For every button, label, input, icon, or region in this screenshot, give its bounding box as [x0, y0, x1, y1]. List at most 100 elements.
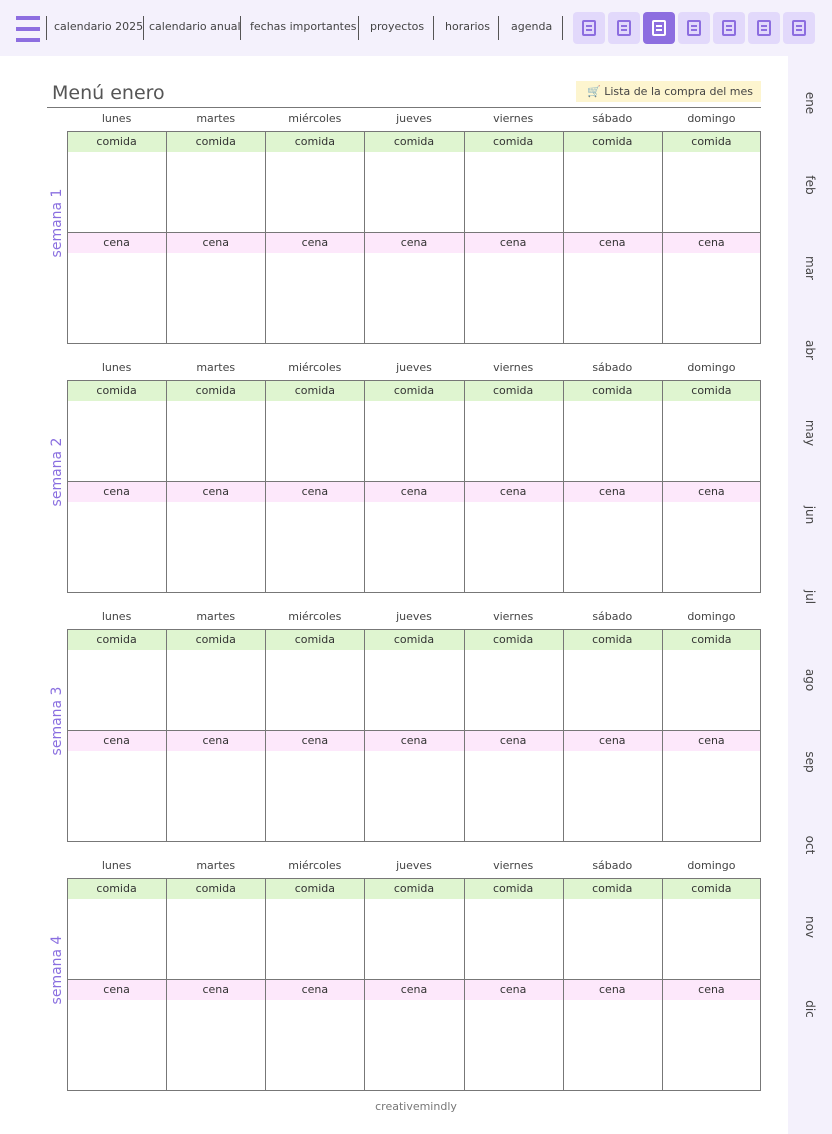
footer: creativemindly — [375, 1100, 457, 1113]
meal-label: cena — [103, 485, 130, 498]
month-sidebar — [788, 56, 832, 1134]
column-divider — [364, 629, 366, 842]
day-label: martes — [196, 610, 236, 623]
nav-link[interactable]: agenda — [511, 20, 553, 33]
meal-label: cena — [103, 983, 130, 996]
nav-link[interactable]: horarios — [445, 20, 491, 33]
meal-label: cena — [202, 983, 229, 996]
button-label: Lista de la compra del mes — [604, 85, 753, 98]
meal-label: comida — [195, 384, 236, 397]
icon-button[interactable] — [608, 12, 640, 44]
meal-label: comida — [492, 135, 534, 148]
meal-grid — [67, 131, 761, 344]
icon — [792, 20, 806, 36]
month-tab[interactable]: ago — [803, 668, 817, 691]
column-divider — [364, 878, 366, 1091]
month-tab[interactable]: oct — [803, 835, 817, 854]
meal-label: cena — [698, 485, 725, 498]
month-tab[interactable]: mar — [803, 255, 817, 280]
column-divider — [463, 380, 465, 593]
icon — [582, 20, 596, 36]
day-label: lunes — [101, 112, 132, 125]
column-divider — [661, 629, 663, 842]
meal-label: cena — [202, 236, 229, 249]
meal-label: comida — [393, 135, 435, 148]
meal-band — [68, 731, 760, 751]
day-label: domingo — [687, 361, 736, 374]
meal-label: comida — [691, 882, 732, 895]
week-label: semana 3 — [49, 686, 65, 756]
month-tab[interactable]: abr — [803, 340, 817, 361]
icon — [652, 20, 666, 36]
column-divider — [463, 629, 465, 842]
icon-button[interactable] — [748, 12, 780, 44]
meal-label: cena — [202, 485, 229, 498]
meal-label: cena — [400, 734, 428, 747]
month-tab[interactable]: jun — [803, 505, 817, 525]
meal-label: comida — [592, 633, 633, 646]
meal-label: comida — [592, 384, 633, 397]
nav-link[interactable]: proyectos — [370, 20, 425, 33]
meal-label: cena — [499, 485, 527, 498]
shopping-list-button[interactable]: 🛒 Lista de la compra del mes — [576, 81, 761, 102]
column-divider — [265, 380, 267, 593]
nav-link[interactable]: calendario anual — [149, 20, 241, 33]
meal-label: comida — [195, 633, 236, 646]
column-divider — [166, 131, 168, 344]
meal-label: cena — [599, 983, 626, 996]
meal-label: cena — [400, 983, 428, 996]
nav-link[interactable]: fechas importantes — [250, 20, 357, 33]
month-tab[interactable]: jul — [803, 590, 817, 605]
meal-label: comida — [96, 135, 137, 148]
month-tab[interactable]: nov — [803, 915, 817, 939]
icon-button[interactable] — [783, 12, 815, 44]
icon — [722, 20, 736, 36]
icon-button[interactable] — [713, 12, 745, 44]
top-bar: calendario 2025 calendario anual fechas im… — [0, 0, 832, 56]
icon-button[interactable] — [678, 12, 710, 44]
meal-band — [68, 630, 760, 650]
meal-label: comida — [592, 882, 633, 895]
column-divider — [661, 380, 663, 593]
column-divider — [364, 131, 366, 344]
month-tab[interactable]: dic — [803, 1000, 817, 1019]
month-tab[interactable]: may — [803, 419, 817, 446]
column-divider — [265, 131, 267, 344]
month-tab[interactable]: ene — [803, 91, 817, 115]
week-label: semana 2 — [49, 437, 65, 507]
meal-label: cena — [698, 983, 725, 996]
icon — [757, 20, 771, 36]
column-divider — [265, 629, 267, 842]
day-label: sábado — [592, 112, 633, 125]
icon-button[interactable] — [573, 12, 605, 44]
meal-label: comida — [294, 135, 335, 148]
nav-separator — [358, 16, 359, 40]
icon-button[interactable] — [643, 12, 675, 44]
meal-label: comida — [195, 882, 236, 895]
meal-label: comida — [691, 384, 732, 397]
nav-link[interactable]: calendario 2025 — [54, 20, 144, 33]
day-label: domingo — [687, 112, 736, 125]
meal-label: cena — [698, 236, 725, 249]
meal-label: comida — [393, 633, 435, 646]
nav-separator — [498, 16, 499, 40]
meal-grid — [67, 380, 761, 593]
month-tab[interactable]: feb — [803, 175, 817, 195]
day-label: viernes — [493, 361, 534, 374]
meal-band — [68, 233, 760, 253]
meal-label: cena — [599, 485, 626, 498]
day-label: domingo — [687, 610, 736, 623]
day-label: sábado — [592, 610, 633, 623]
column-divider — [562, 131, 564, 344]
meal-label: comida — [492, 384, 534, 397]
meal-label: comida — [393, 882, 435, 895]
day-label: sábado — [592, 361, 633, 374]
column-divider — [562, 878, 564, 1091]
day-label: jueves — [396, 859, 432, 872]
day-label: lunes — [101, 610, 132, 623]
month-tab[interactable]: sep — [803, 751, 817, 773]
day-label: jueves — [396, 610, 432, 623]
menu-icon[interactable] — [16, 16, 40, 42]
day-label: martes — [196, 361, 236, 374]
day-label: domingo — [687, 859, 736, 872]
